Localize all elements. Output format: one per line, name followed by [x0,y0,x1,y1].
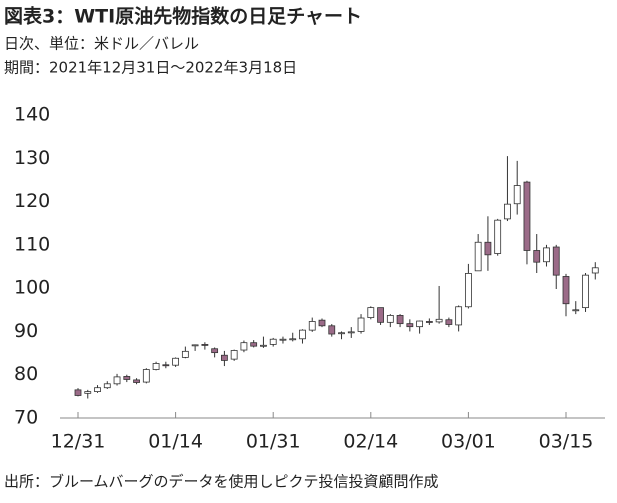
candle-body [572,309,580,312]
candle-body [142,369,150,383]
candle-body [494,219,502,254]
candle-body [377,307,384,323]
candle-body [416,320,424,328]
candle-body [484,241,492,256]
candle-body [240,342,248,351]
source: 出所：ブルームバーグのデータを使用しピクテ投信投資顧問作成 [4,473,439,491]
subtitle: 日次、単位：米ドル／バレル [4,35,199,53]
candle-body [279,338,287,341]
candle-body [582,274,589,309]
y-tick-label: 110 [14,233,50,255]
candle-body [230,350,238,360]
candle-body [211,348,219,354]
x-tick-label: 03/15 [539,431,594,453]
candle-body [347,331,355,334]
candle-body [406,323,414,328]
x-tick-label: 01/31 [246,431,301,453]
y-tick-label: 130 [14,147,50,169]
candle-body [84,391,92,394]
y-tick-label: 80 [14,363,38,385]
y-tick-label: 70 [14,407,38,429]
candle-body [338,332,345,335]
x-tick-label: 12/31 [51,431,106,453]
candle-body [318,319,326,327]
candle-body [133,379,140,383]
candle-body [513,185,521,205]
candle-body [464,273,472,308]
candle-body [562,276,570,305]
candle-body [367,307,375,318]
candle-body [191,344,199,347]
x-tick-label: 02/14 [343,431,398,453]
candle-body [269,338,277,345]
candle-body [474,241,482,272]
candle-body [591,267,599,274]
candle-body [260,344,267,347]
candle-body [162,364,170,367]
candle-body [113,376,121,385]
candle-body [123,376,131,380]
candle-body [172,357,180,366]
y-tick-label: 120 [14,190,50,212]
x-tick-label: 01/14 [148,431,203,453]
candle-body [396,315,404,325]
candle-body [181,350,189,358]
candle-body [435,318,443,323]
candle-body [533,250,541,263]
candle-body [220,354,228,361]
candle-body [386,315,394,323]
candle-body [103,383,111,389]
candle-body [299,329,306,340]
candle-body [523,181,531,251]
candle-body [250,342,258,347]
candle-body [201,344,209,346]
candle-body [543,247,550,263]
candle-body [425,321,433,323]
y-tick-label: 100 [14,277,50,299]
chart-title: 図表3：WTI原油先物指数の日足チャート [4,5,362,28]
candle-body [504,203,511,220]
candle-body [328,325,336,335]
x-tick-label: 03/01 [441,431,496,453]
candle-body [357,317,365,332]
candle-body [289,338,297,341]
subtitle: 期間：2021年12月31日～2022年3月18日 [4,59,297,77]
candle-body [152,363,160,370]
candle-body [94,387,101,392]
candle-body [552,246,560,276]
candle-body [445,319,453,325]
y-tick-label: 90 [14,320,38,342]
y-tick-label: 140 [14,104,50,126]
candle-body [74,389,82,396]
candle-body [308,321,316,331]
candle-body [455,306,463,326]
